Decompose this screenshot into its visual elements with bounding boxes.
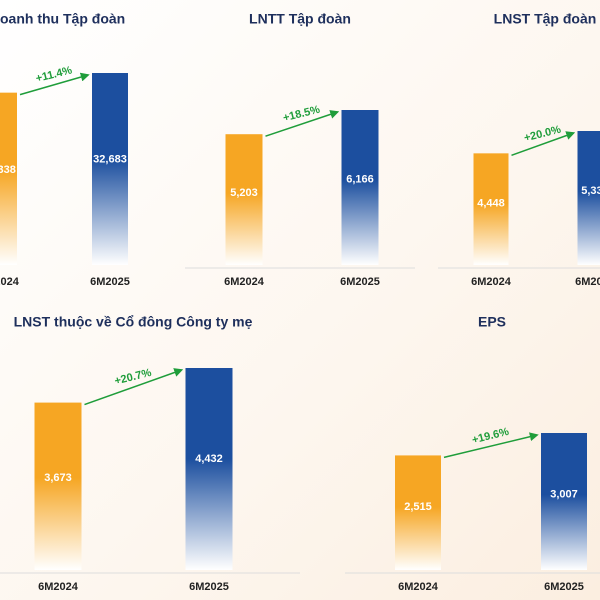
value-label: 3,673 — [44, 472, 72, 484]
growth-arrow — [19, 72, 90, 96]
bar — [34, 402, 82, 570]
value-label: 29,338 — [0, 164, 16, 176]
bar — [341, 110, 379, 265]
bar — [577, 131, 600, 265]
growth-arrow — [443, 432, 539, 459]
bar — [473, 153, 509, 265]
bar — [92, 73, 128, 265]
value-label: 4,432 — [195, 453, 223, 465]
x-tick-label: 6M2024 — [398, 581, 439, 593]
x-tick-label: 6M2025 — [544, 581, 584, 593]
bar — [185, 368, 233, 570]
bar — [541, 433, 587, 570]
x-tick-label: 6M2024 — [38, 581, 79, 593]
chart-title: oanh thu Tập đoàn — [0, 11, 125, 27]
value-label: 32,683 — [93, 153, 127, 165]
value-label: 2,515 — [404, 501, 432, 513]
bar — [395, 455, 441, 570]
value-label: 5,338 — [581, 185, 600, 197]
chart-title: LNTT Tập đoàn — [249, 11, 351, 27]
value-label: 3,007 — [550, 489, 578, 501]
chart-title: LNST Tập đoàn — [494, 11, 597, 27]
x-tick-label: 6M2024 — [224, 276, 265, 288]
x-tick-label: 6M2024 — [471, 276, 512, 288]
x-tick-label: 6M2025 — [340, 276, 380, 288]
x-tick-label: 6M2025 — [90, 276, 130, 288]
x-tick-label: 6M2025 — [575, 276, 600, 288]
x-tick-label: 6M2024 — [0, 276, 20, 288]
value-label: 6,166 — [346, 174, 374, 186]
growth-arrow — [84, 368, 184, 406]
bar — [0, 92, 17, 266]
x-tick-label: 6M2025 — [189, 581, 229, 593]
value-label: 5,203 — [230, 187, 258, 199]
growth-arrow — [265, 110, 340, 137]
bar — [225, 134, 263, 265]
chart-title: LNST thuộc về Cổ đông Công ty mẹ — [14, 314, 253, 330]
growth-arrow — [511, 131, 576, 157]
value-label: 4,448 — [477, 197, 505, 209]
chart-title: EPS — [478, 314, 506, 330]
